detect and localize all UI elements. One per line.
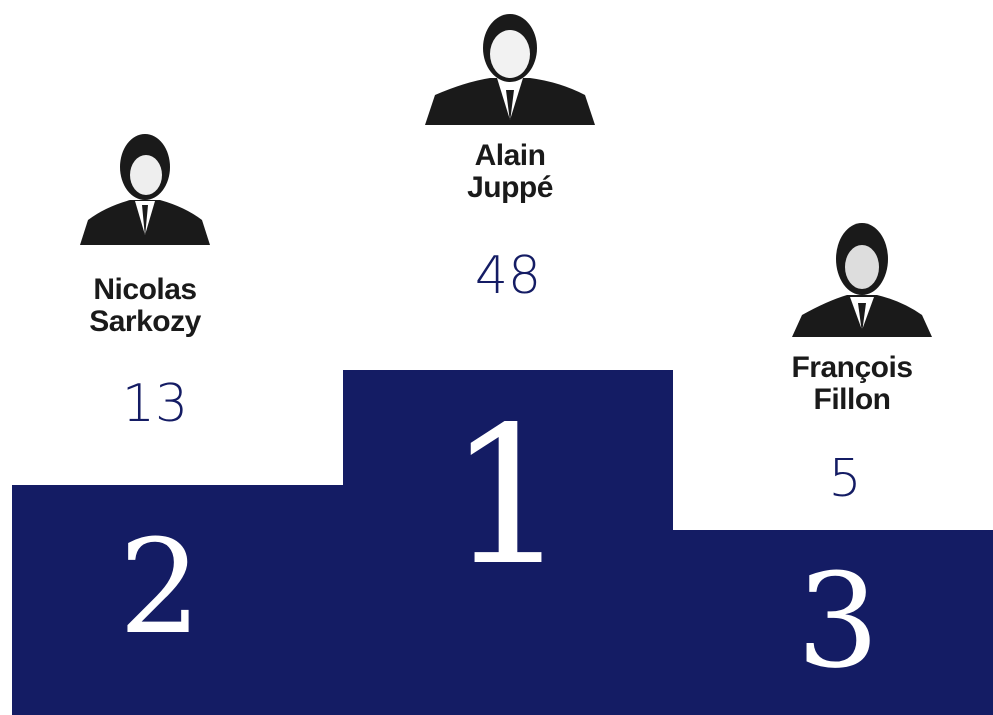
portrait [425,14,595,125]
candidate-name: Alain Juppé [467,139,553,204]
portrait [792,223,932,337]
candidate-name: Nicolas Sarkozy [89,273,201,338]
candidate-name: François Fillon [791,351,913,416]
podium-step-2 [12,485,344,715]
portrait [80,134,210,245]
rank-number: 2 [118,511,202,663]
score: 48 [474,246,542,306]
podium-step-1 [343,370,673,715]
rank-number: 3 [796,545,880,697]
podium-step-3 [672,530,993,715]
score: 5 [828,449,862,509]
score: 13 [121,374,189,434]
rank-number: 1 [447,386,569,607]
